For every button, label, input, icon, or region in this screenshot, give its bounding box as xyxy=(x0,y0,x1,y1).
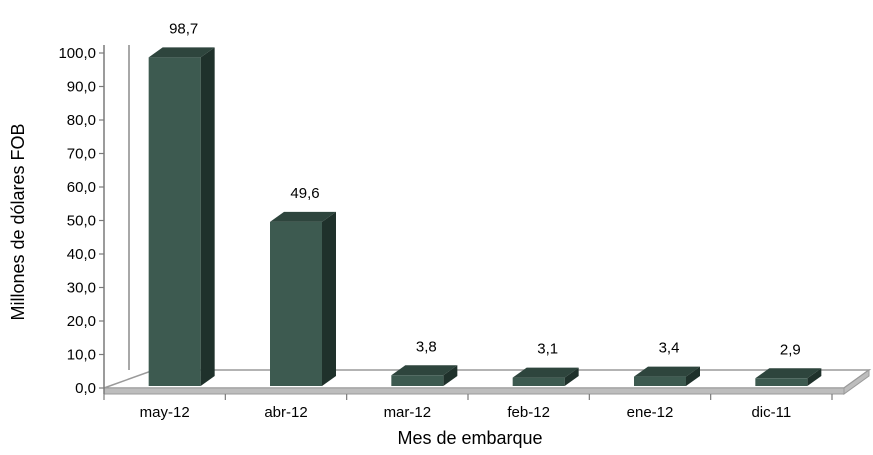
data-label: 49,6 xyxy=(290,185,319,202)
bar xyxy=(391,365,458,386)
bar-top xyxy=(391,365,458,376)
bar-front xyxy=(148,57,201,386)
bar-top xyxy=(270,211,336,222)
y-tick-label: 20,0 xyxy=(67,313,96,330)
bar xyxy=(512,367,579,386)
x-tick-label: may-12 xyxy=(140,404,190,421)
y-tick-label: 40,0 xyxy=(67,246,96,263)
x-tick-label: feb-12 xyxy=(507,404,550,421)
chart-floor-front xyxy=(103,387,845,395)
data-label: 3,8 xyxy=(416,338,437,355)
y-axis-title: Millones de dólares FOB xyxy=(8,123,28,320)
chart-floor-top xyxy=(103,369,872,389)
bar-side xyxy=(686,366,700,386)
data-label: 2,9 xyxy=(780,341,801,358)
bar-side xyxy=(443,365,458,386)
y-tick-label: 80,0 xyxy=(67,112,96,129)
data-labels: 98,7 49,6 3,8 3,1 3,4 2,9 xyxy=(169,20,801,358)
bar xyxy=(755,368,822,386)
bar-side xyxy=(564,367,579,386)
bar-top xyxy=(148,47,215,58)
bar-top xyxy=(634,366,700,377)
bars xyxy=(148,47,822,386)
y-tick-label: 30,0 xyxy=(67,280,96,297)
bar xyxy=(270,211,336,386)
bar-top xyxy=(755,368,822,379)
axes: 0,0 10,0 20,0 30,0 40,0 50,0 60,0 70,0 80,0 90,0 1… xyxy=(58,45,833,421)
y-tick-label: 100,0 xyxy=(58,45,96,62)
y-tick-label: 10,0 xyxy=(67,347,96,364)
x-tick-label: abr-12 xyxy=(264,404,307,421)
y-tick-label: 50,0 xyxy=(67,213,96,230)
bar-front xyxy=(270,221,322,386)
bar-top xyxy=(512,367,579,378)
y-tick-label: 60,0 xyxy=(67,179,96,196)
bar xyxy=(148,47,215,386)
data-label: 3,4 xyxy=(659,340,680,357)
chart-floor xyxy=(103,45,872,395)
bar-front xyxy=(512,377,565,386)
x-tick-label: ene-12 xyxy=(627,404,674,421)
x-tick-label: mar-12 xyxy=(384,404,432,421)
data-label: 3,1 xyxy=(537,341,558,358)
bar-front xyxy=(634,376,686,386)
x-tick-label: dic-11 xyxy=(751,404,791,421)
bar-side xyxy=(200,47,215,386)
y-tick-label: 0,0 xyxy=(75,380,96,397)
y-tick-label: 90,0 xyxy=(67,79,96,96)
bar-front xyxy=(391,375,444,386)
bar-front xyxy=(755,378,808,386)
x-axis-title: Mes de embarque xyxy=(397,428,542,448)
bar-side xyxy=(807,368,822,386)
bar xyxy=(634,366,700,386)
bar-side xyxy=(322,211,336,386)
y-tick-label: 70,0 xyxy=(67,146,96,163)
data-label: 98,7 xyxy=(169,20,198,37)
